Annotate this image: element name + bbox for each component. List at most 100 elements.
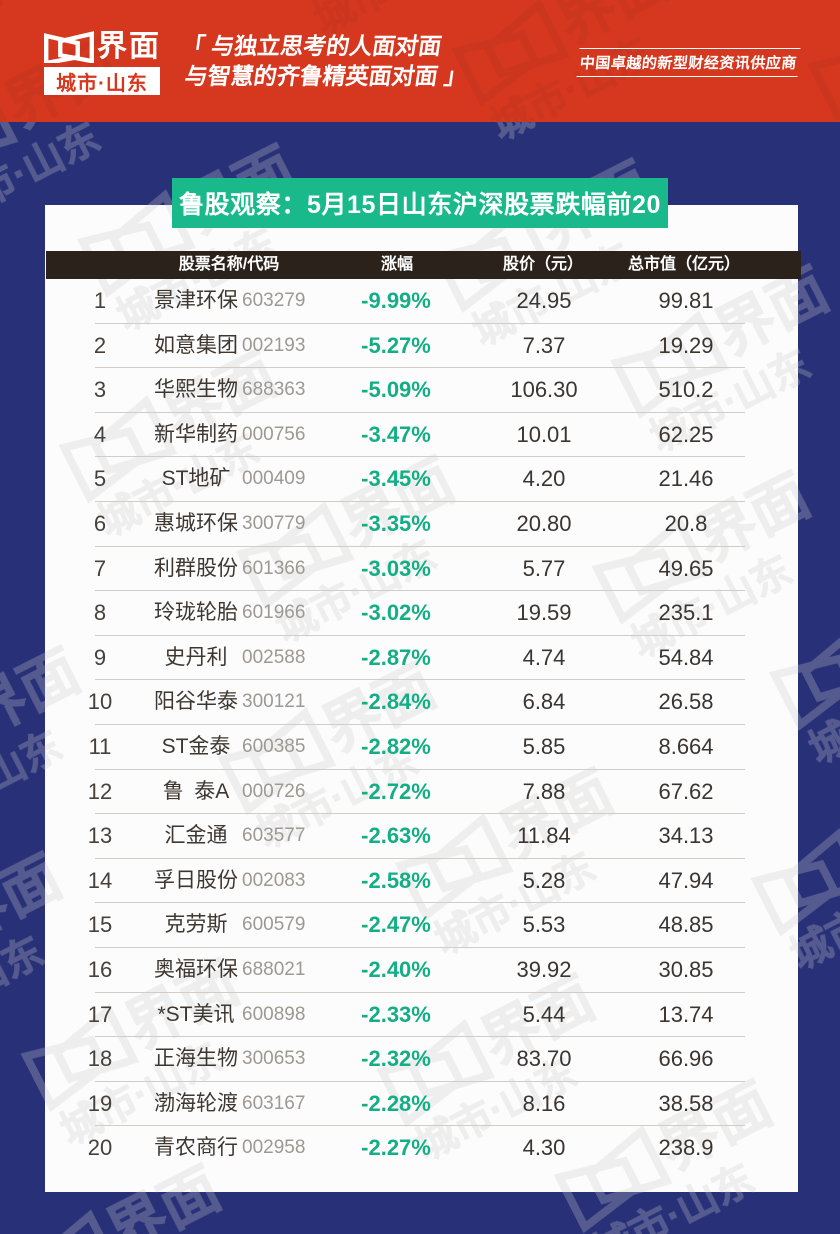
market-cap-cell: 38.58	[658, 1090, 714, 1116]
stock-name-cell: 华熙生物	[154, 378, 238, 402]
column-header-change: 涨幅	[380, 256, 413, 273]
change-cell: -5.09%	[361, 377, 431, 403]
stock-name-cell: 新华制药	[154, 422, 238, 446]
stock-code-cell: 300779	[242, 512, 306, 534]
change-cell: -3.35%	[361, 510, 431, 536]
jiemian-logo-icon	[44, 31, 94, 63]
change-cell: -2.40%	[361, 956, 431, 982]
stock-name-cell: ST地矿	[161, 467, 231, 491]
price-cell: 10.01	[516, 421, 572, 447]
table-row: 7 利群股份 601366 -3.03% 5.77 49.65	[45, 547, 798, 592]
stock-table: 股票名称/代码 涨幅 股价（元） 总市值（亿元） 1 景津环保 603279 -9.9…	[45, 205, 801, 1192]
stock-name-cell: 惠城环保	[154, 511, 238, 535]
stock-name-cell: 玲珑轮胎	[154, 601, 238, 625]
column-header-name: 股票名称/代码	[178, 256, 280, 273]
price-cell: 6.84	[522, 689, 566, 715]
rank-cell: 16	[87, 956, 113, 982]
price-cell: 5.85	[522, 733, 566, 759]
price-cell: 24.95	[516, 288, 572, 313]
rank-cell: 11	[88, 733, 112, 759]
change-cell: -3.03%	[361, 555, 431, 581]
change-cell: -3.47%	[361, 421, 431, 447]
price-cell: 20.80	[516, 510, 572, 536]
stock-code-cell: 603167	[242, 1092, 306, 1114]
price-cell: 4.20	[522, 466, 566, 492]
column-header-price: 股价（元）	[502, 256, 583, 273]
table-row: 15 克劳斯 600579 -2.47% 5.53 48.85	[45, 903, 798, 948]
stock-name-cell: 正海生物	[154, 1047, 238, 1071]
stock-code-cell: 600385	[242, 735, 306, 757]
rank-cell: 19	[87, 1090, 113, 1116]
stock-name-cell: 克劳斯	[164, 913, 228, 937]
stock-code-cell: 600898	[242, 1003, 306, 1025]
table-row: 18 正海生物 300653 -2.32% 83.70 66.96	[45, 1037, 798, 1082]
change-cell: -9.99%	[361, 288, 431, 313]
tagline-ribbon: 中国卓越的新型财经资讯供应商	[576, 48, 801, 77]
rank-cell: 8	[93, 600, 107, 626]
stock-name-cell: 如意集团	[154, 333, 238, 357]
price-cell: 106.30	[510, 377, 578, 403]
table-row: 3 华熙生物 688363 -5.09% 106.30 510.2	[45, 368, 798, 413]
rank-cell: 6	[93, 510, 107, 536]
change-cell: -3.45%	[361, 466, 431, 492]
column-header-cap: 总市值（亿元）	[627, 256, 740, 273]
stock-name-cell: *ST美讯	[157, 1002, 235, 1026]
market-cap-cell: 48.85	[658, 912, 714, 938]
stock-name-cell: 奥福环保	[154, 957, 238, 981]
change-cell: -2.33%	[361, 1001, 431, 1027]
change-cell: -2.28%	[361, 1090, 431, 1116]
change-cell: -2.47%	[361, 912, 431, 938]
stock-code-cell: 688021	[242, 958, 306, 980]
stock-name-cell: 汇金通	[164, 824, 228, 848]
price-cell: 4.74	[522, 644, 566, 670]
price-cell: 7.37	[522, 332, 566, 358]
stock-code-cell: 002588	[242, 646, 306, 668]
stock-name-cell: 阳谷华泰	[154, 690, 238, 714]
stock-code-cell: 300653	[242, 1048, 306, 1070]
rank-cell: 1	[93, 288, 107, 313]
market-cap-cell: 54.84	[658, 644, 714, 670]
rank-cell: 20	[87, 1135, 113, 1161]
stock-name-cell: ST金泰	[161, 734, 231, 758]
market-cap-cell: 19.29	[658, 332, 714, 358]
table-row: 17 *ST美讯 600898 -2.33% 5.44 13.74	[45, 993, 798, 1038]
tagline-text: 中国卓越的新型财经资讯供应商	[578, 55, 798, 72]
rank-cell: 9	[93, 644, 107, 670]
slogan-line1: 「 与独立思考的人面对面	[180, 33, 444, 59]
market-cap-cell: 510.2	[658, 377, 714, 403]
brand-sub-badge: 城市·山东	[44, 67, 160, 95]
price-cell: 19.59	[516, 600, 572, 626]
table-row: 14 孚日股份 002083 -2.58% 5.28 47.94	[45, 859, 798, 904]
stock-name-cell: 青农商行	[154, 1136, 238, 1160]
slogan: 「 与独立思考的人面对面 与智慧的齐鲁精英面对面 」	[176, 31, 474, 91]
stock-code-cell: 600579	[242, 914, 306, 936]
change-cell: -2.87%	[361, 644, 431, 670]
change-cell: -2.72%	[361, 778, 431, 804]
rank-cell: 3	[93, 377, 107, 403]
market-cap-cell: 238.9	[658, 1135, 714, 1161]
stock-code-cell: 002083	[242, 869, 306, 891]
market-cap-cell: 66.96	[658, 1046, 714, 1072]
market-cap-cell: 99.81	[658, 288, 714, 313]
price-cell: 5.44	[522, 1001, 566, 1027]
stock-name-cell: 孚日股份	[154, 868, 238, 892]
brand-sub-text: 城市·山东	[56, 72, 148, 95]
brand-logo: 界面 城市·山东	[44, 31, 161, 95]
rank-cell: 13	[87, 823, 113, 849]
table-row: 11 ST金泰 600385 -2.82% 5.85 8.664	[45, 725, 798, 770]
market-cap-cell: 20.8	[664, 510, 708, 536]
price-cell: 39.92	[516, 956, 572, 982]
stock-name-cell: 鲁 泰A	[162, 779, 230, 803]
rank-cell: 2	[93, 332, 107, 358]
rank-cell: 4	[93, 421, 107, 447]
price-cell: 11.84	[517, 823, 571, 849]
rank-cell: 18	[87, 1046, 113, 1072]
table-row: 19 渤海轮渡 603167 -2.28% 8.16 38.58	[45, 1082, 798, 1127]
market-cap-cell: 8.664	[658, 733, 714, 759]
stock-code-cell: 300121	[242, 691, 306, 713]
price-cell: 8.16	[522, 1090, 566, 1116]
table-rows: 1 景津环保 603279 -9.99% 24.95 99.81 2 如意集团 002193 -5…	[45, 279, 798, 1171]
stock-code-cell: 688363	[242, 379, 306, 401]
price-cell: 83.70	[516, 1046, 572, 1072]
stock-name-cell: 史丹利	[164, 645, 228, 669]
